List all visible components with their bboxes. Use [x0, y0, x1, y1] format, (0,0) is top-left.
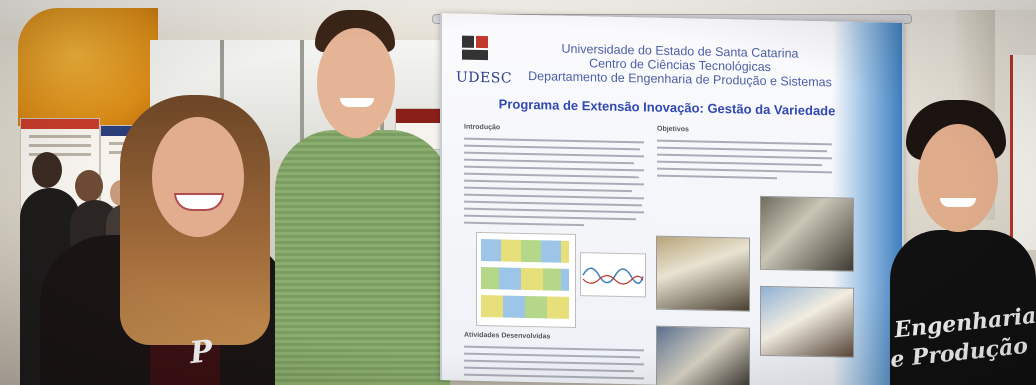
- udesc-logo: UDESC: [456, 35, 512, 96]
- orange-wall: [18, 8, 158, 126]
- man-center: [275, 10, 450, 385]
- man-right: Engenharia e Produção: [889, 100, 1036, 385]
- background-banner-right: [1010, 55, 1036, 250]
- logo-text: UDESC: [456, 69, 513, 87]
- woman-left: P: [40, 95, 300, 385]
- poster-photo: [760, 285, 854, 358]
- section-heading-intro: Introdução: [464, 123, 501, 132]
- section-heading-activities: Atividades Desenvolvidas: [464, 331, 551, 341]
- poster-title: Programa de Extensão Inovação: Gestão da…: [498, 96, 836, 119]
- institution-block: Universidade do Estado de Santa Catarina…: [510, 41, 850, 90]
- poster-photo: [760, 195, 854, 272]
- poster-figure-table: [476, 231, 576, 328]
- poster-photo: [656, 235, 750, 312]
- poster-figure-graph: [580, 252, 646, 298]
- section-heading-objectives: Objetivos: [657, 125, 689, 134]
- poster: UDESC Universidade do Estado de Santa Ca…: [440, 13, 904, 385]
- poster-photo: [656, 325, 750, 385]
